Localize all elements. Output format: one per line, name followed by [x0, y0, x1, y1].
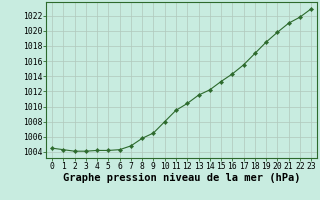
X-axis label: Graphe pression niveau de la mer (hPa): Graphe pression niveau de la mer (hPa) — [63, 173, 300, 183]
